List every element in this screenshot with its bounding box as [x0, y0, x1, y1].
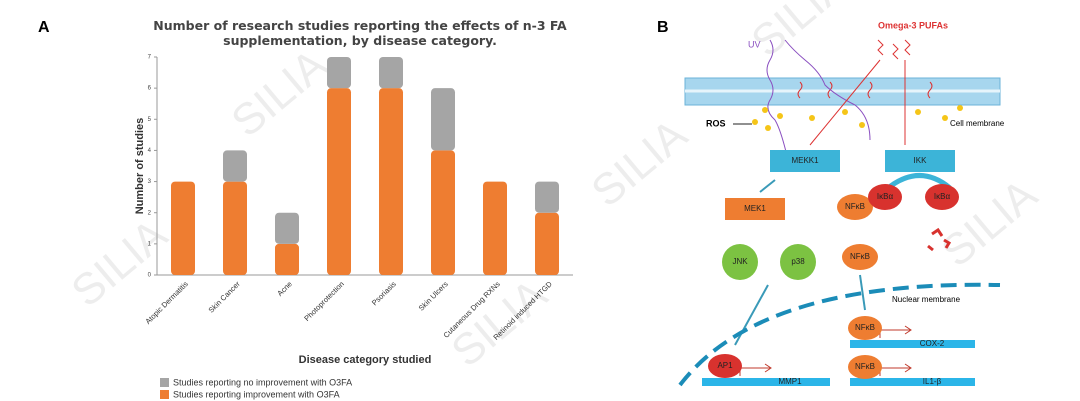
- gene-bar: [702, 378, 830, 386]
- complex-link: [886, 173, 952, 191]
- x-tick-label: Psoriasis: [370, 279, 398, 307]
- ikba-node: [925, 184, 959, 210]
- node-label: NFκB: [850, 252, 870, 261]
- x-tick-label: Skin Cancer: [207, 279, 243, 315]
- node-label: NFκB: [845, 202, 865, 211]
- ros-dots: [752, 105, 963, 131]
- x-tick-label: Skin Ulcers: [417, 279, 450, 312]
- node-label: MMP1: [778, 377, 802, 386]
- x-axis-label: Disease category studied: [299, 354, 432, 366]
- bar-segment: [171, 181, 195, 275]
- arrow: [809, 59, 881, 146]
- bar-segment: [327, 57, 351, 89]
- node-label: Omega-3 PUFAs: [878, 20, 948, 30]
- degraded-ikba: [927, 227, 952, 252]
- legend-label: Studies reporting improvement with O3FA: [173, 389, 340, 399]
- nuclear-membrane: [678, 282, 1001, 387]
- nfkb-node: [842, 244, 878, 270]
- y-tick-label: 5: [148, 117, 152, 123]
- node-label: p38: [791, 257, 805, 266]
- x-tick-label: Atopic Dermatitis: [143, 279, 190, 326]
- y-tick-label: 1: [148, 241, 152, 247]
- panel-label: B: [657, 19, 669, 36]
- uv-ray: [784, 39, 871, 141]
- panel-label: A: [38, 19, 50, 36]
- bar-segment: [223, 150, 247, 182]
- transcription-arrow: [879, 325, 912, 338]
- node-label: MEK1: [744, 204, 766, 213]
- node-label: UV: [748, 39, 761, 49]
- node-label: IKK: [914, 156, 928, 165]
- bar-segment: [431, 88, 455, 151]
- y-tick-label: 3: [148, 179, 152, 185]
- y-tick-label: 4: [148, 148, 152, 154]
- watermark: SILIA: [62, 209, 176, 316]
- node-label: Cell membrane: [950, 119, 1005, 128]
- transcription-arrow: [879, 363, 912, 376]
- nfkb-node: [848, 316, 882, 340]
- pathway-diagram: UV Omega-3 PUFAs Cell membrane ROS MEKK1…: [678, 20, 1005, 387]
- mek1-box: [725, 198, 785, 220]
- node-label: MEKK1: [791, 156, 819, 165]
- node-label: IκBα: [934, 192, 951, 201]
- legend-swatch: [160, 390, 169, 399]
- arrow: [759, 179, 776, 193]
- node-label: ROS: [706, 118, 726, 128]
- gene-bar: [850, 340, 975, 348]
- watermark: SILIA: [582, 109, 696, 216]
- bar-segment: [483, 181, 507, 275]
- bar-segment: [379, 57, 403, 89]
- pufa-symbol: [877, 39, 911, 60]
- p38-node: [780, 244, 816, 280]
- nfkb-node: [848, 355, 882, 379]
- bar-segment: [223, 181, 247, 275]
- bar-segment: [327, 88, 351, 276]
- node-label: AP1: [717, 361, 733, 370]
- y-tick-label: 6: [148, 86, 152, 92]
- chart-title: Number of research studies reporting the…: [153, 18, 567, 48]
- y-tick-label: 2: [148, 210, 152, 216]
- bar-segment: [535, 212, 559, 275]
- node-label: Nuclear membrane: [892, 295, 961, 304]
- ikk-box: [885, 150, 955, 172]
- bar-segment: [431, 150, 455, 275]
- watermark: SILIA: [222, 39, 336, 146]
- legend-label: Studies reporting no improvement with O3…: [173, 377, 352, 387]
- ap1-node: [708, 354, 742, 378]
- mekk1-box: [770, 150, 840, 172]
- y-axis-label: Number of studies: [134, 118, 146, 215]
- watermark: SILIA: [742, 0, 856, 67]
- nfkb-node: [837, 194, 873, 220]
- arrow: [734, 284, 769, 346]
- y-tick-label: 0: [148, 273, 152, 279]
- node-label: NFκB: [855, 362, 875, 371]
- node-label: NFκB: [855, 323, 875, 332]
- jnk-node: [722, 244, 758, 280]
- node-label: JNK: [732, 257, 748, 266]
- x-tick-label: Acne: [275, 279, 293, 297]
- arrow: [859, 274, 866, 311]
- y-tick-label: 7: [148, 55, 152, 61]
- bar-segment: [379, 88, 403, 276]
- node-label: IκBα: [877, 192, 894, 201]
- x-tick-label: Photoprotection: [302, 279, 346, 323]
- uv-ray: [766, 39, 789, 161]
- bar-segment: [275, 212, 299, 244]
- node-label: COX-2: [920, 339, 945, 348]
- bar-segment: [535, 181, 559, 213]
- ikba-node: [868, 184, 902, 210]
- node-label: IL1-β: [923, 377, 942, 386]
- bar-segment: [275, 243, 299, 275]
- transcription-arrow: [739, 363, 772, 376]
- legend-swatch: [160, 378, 169, 387]
- gene-bar: [850, 378, 975, 386]
